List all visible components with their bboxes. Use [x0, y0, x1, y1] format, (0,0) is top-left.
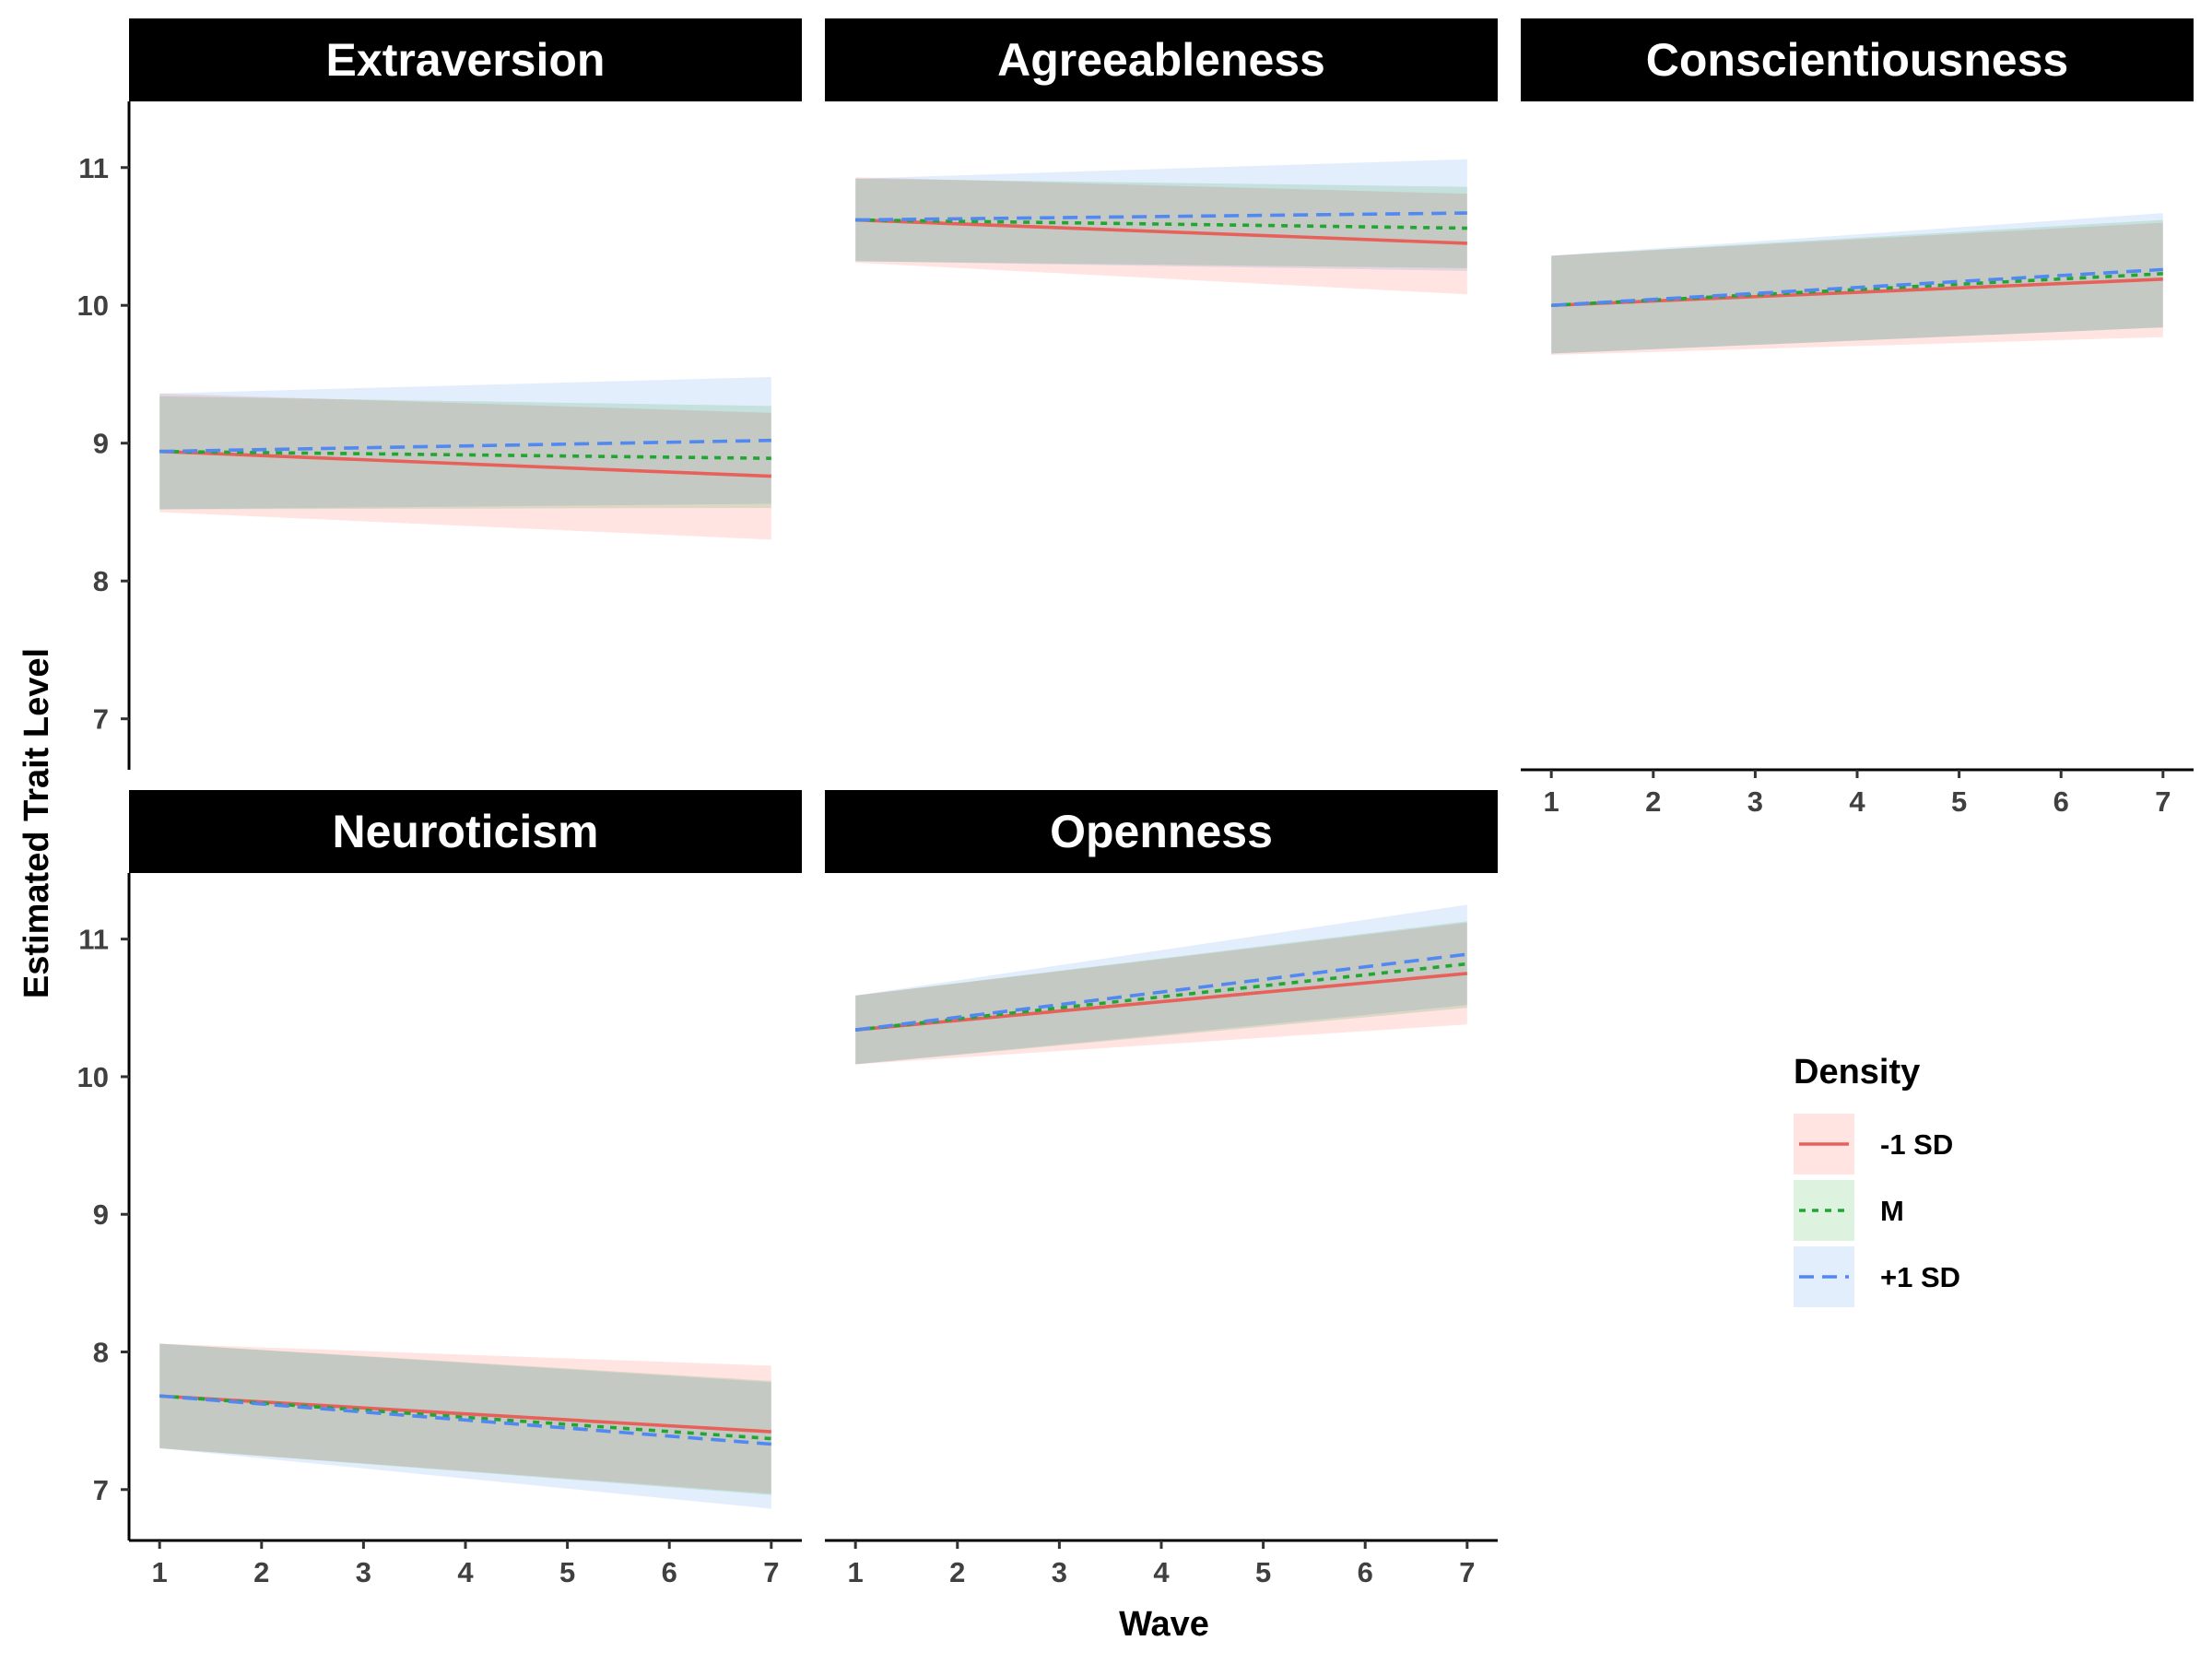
x-tick-label: 4	[457, 1556, 474, 1588]
series-line-openness-plus-1sd	[854, 952, 1468, 1032]
x-tick-label: 4	[1849, 785, 1865, 818]
x-tick-label: 1	[848, 1556, 864, 1588]
y-tick-label: 11	[78, 152, 109, 184]
x-tick-label: 6	[2053, 785, 2069, 818]
facet-strip-openness	[825, 790, 1498, 873]
x-tick-label: 2	[1645, 785, 1661, 818]
ci-band-openness-plus-1sd	[855, 904, 1467, 1065]
facet-title-conscientiousness: Conscientiousness	[1646, 34, 2068, 86]
x-tick-label: 5	[559, 1556, 575, 1588]
legend-label-mean: M	[1880, 1195, 1904, 1227]
y-tick-label: 11	[78, 924, 109, 956]
x-tick-label: 3	[1052, 1556, 1067, 1588]
facet-strips: Extraversion Agreeableness Conscientiousne…	[129, 18, 2194, 873]
x-tick-label: 6	[662, 1556, 677, 1588]
ci-band-extraversion-plus-1sd	[159, 376, 771, 510]
ci-band-conscientiousness-plus-1sd	[1551, 213, 2163, 354]
legend-label-minus-1sd: -1 SD	[1880, 1128, 1953, 1161]
legend-label-plus-1sd: +1 SD	[1880, 1261, 1960, 1293]
facet-title-neuroticism: Neuroticism	[333, 806, 599, 857]
y-tick-label: 9	[93, 428, 109, 460]
x-tick-label: 3	[356, 1556, 371, 1588]
x-tick-label: 2	[949, 1556, 965, 1588]
y-tick-label: 8	[93, 565, 109, 597]
series-line-neuroticism-minus-1sd	[159, 1394, 771, 1434]
axis-labels: Estimated Trait Level Wave	[18, 648, 1209, 1644]
facet-strip-extraversion	[129, 18, 802, 101]
series-line-conscientiousness-plus-1sd	[1551, 267, 2163, 308]
x-axis-label: Wave	[1119, 1605, 1209, 1644]
y-tick-label: 8	[93, 1336, 109, 1368]
series-line-openness-minus-1sd	[855, 972, 1467, 1032]
x-tick-label: 6	[1358, 1556, 1373, 1588]
series-lines	[159, 211, 2163, 1446]
y-tick-label: 7	[93, 1474, 109, 1506]
x-tick-label: 2	[253, 1556, 269, 1588]
series-line-neuroticism-plus-1sd	[159, 1394, 771, 1446]
y-tick-label: 7	[93, 703, 109, 736]
x-tick-label: 1	[152, 1556, 168, 1588]
series-line-agreeableness-plus-1sd	[855, 211, 1467, 222]
ci-band-neuroticism-plus-1sd	[159, 1343, 771, 1509]
facet-strip-conscientiousness	[1521, 18, 2194, 101]
x-tick-label: 7	[763, 1556, 779, 1588]
x-tick-label: 5	[1951, 785, 1967, 818]
x-tick-label: 4	[1153, 1556, 1170, 1588]
facet-strip-agreeableness	[825, 18, 1498, 101]
facet-title-extraversion: Extraversion	[326, 34, 606, 86]
series-line-extraversion-minus-1sd	[159, 449, 771, 478]
y-axis-label: Estimated Trait Level	[18, 648, 56, 998]
y-tick-label: 9	[93, 1198, 109, 1231]
facet-strip-neuroticism	[129, 790, 802, 873]
x-tick-label: 1	[1544, 785, 1559, 818]
series-line-agreeableness-minus-1sd	[855, 218, 1467, 245]
facet-title-agreeableness: Agreeableness	[997, 34, 1325, 86]
x-tick-label: 7	[2155, 785, 2171, 818]
x-tick-label: 5	[1255, 1556, 1271, 1588]
legend-title: Density	[1794, 1053, 1920, 1092]
x-tick-label: 7	[1459, 1556, 1475, 1588]
facet-title-openness: Openness	[1050, 806, 1273, 857]
y-tick-label: 10	[77, 289, 109, 322]
x-tick-label: 3	[1747, 785, 1763, 818]
y-tick-label: 10	[77, 1061, 109, 1093]
series-line-extraversion-plus-1sd	[159, 438, 771, 454]
legend: Density -1 SD M +1 SD	[1794, 1053, 1960, 1307]
